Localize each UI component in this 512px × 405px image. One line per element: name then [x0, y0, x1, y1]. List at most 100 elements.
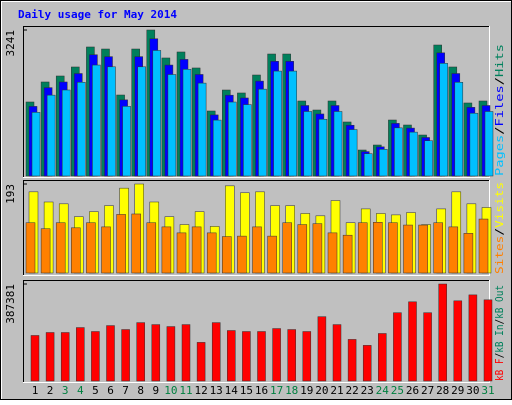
x-tick-label: 31: [481, 384, 494, 397]
x-tick-label: 17: [270, 384, 283, 397]
bar: [318, 118, 328, 177]
x-tick-label: 29: [451, 384, 464, 397]
x-tick-label: 22: [345, 384, 358, 397]
bar: [212, 119, 222, 177]
bar: [288, 70, 297, 177]
x-tick-label: 16: [255, 384, 268, 397]
bar: [167, 74, 177, 177]
x-tick-label: 30: [466, 384, 479, 397]
bar: [468, 294, 478, 382]
bar: [46, 94, 56, 177]
bar: [258, 88, 267, 177]
bar: [463, 233, 474, 274]
bar: [439, 63, 448, 177]
bar: [77, 82, 86, 177]
bar: [121, 329, 130, 382]
legend-entry: kB In: [493, 325, 506, 353]
bar: [86, 222, 96, 274]
bar: [166, 326, 176, 382]
x-tick-label: 27: [421, 384, 434, 397]
x-tick-label: 6: [107, 384, 114, 397]
legend-separator: /: [493, 228, 506, 236]
bar: [197, 82, 207, 177]
bar: [333, 111, 343, 177]
x-tick-label: 13: [210, 384, 223, 397]
bar: [101, 226, 111, 274]
bar: [433, 222, 443, 274]
x-tick-label: 28: [436, 384, 449, 397]
bar: [357, 222, 368, 274]
bar: [55, 222, 66, 274]
bar: [45, 332, 55, 382]
bar: [312, 223, 323, 274]
bar: [469, 112, 479, 177]
bar: [267, 235, 277, 274]
legend-entry: Hits: [493, 44, 506, 77]
bar: [60, 332, 70, 382]
legend-separator: /: [493, 127, 506, 135]
bar: [206, 232, 217, 274]
bar: [484, 111, 494, 177]
x-tick-label: 2: [47, 384, 54, 397]
bar: [332, 324, 342, 382]
bar: [342, 234, 353, 274]
bar: [237, 235, 247, 274]
x-tick-label: 14: [225, 384, 239, 397]
legend-separator: /: [493, 319, 506, 325]
bar: [30, 335, 40, 382]
x-tick-label: 8: [137, 384, 144, 397]
bar: [408, 301, 417, 382]
bar: [191, 226, 202, 274]
legend-entry: Pages: [493, 135, 506, 176]
x-tick-label: 25: [391, 384, 404, 397]
bar: [257, 331, 266, 382]
bar: [76, 327, 85, 382]
legend-entry: Sites: [493, 236, 506, 274]
bar: [146, 222, 157, 274]
bar: [176, 232, 187, 274]
bar: [388, 222, 398, 274]
bar: [273, 70, 282, 177]
bar: [272, 328, 281, 382]
bar: [393, 312, 402, 382]
bar: [151, 324, 161, 382]
bar: [423, 312, 432, 382]
bar: [483, 299, 493, 382]
bar: [418, 224, 428, 274]
bar: [31, 112, 41, 177]
legend-entry: Visits: [493, 182, 506, 228]
bar: [454, 82, 464, 177]
x-tick-label: 26: [406, 384, 419, 397]
bar: [252, 226, 262, 274]
bar: [40, 228, 51, 274]
x-tick-label: 18: [285, 384, 298, 397]
legend: kB F/kB In/kB Out: [493, 285, 506, 381]
bar: [196, 342, 206, 382]
legend-entry: kB F: [493, 358, 506, 381]
bar: [211, 322, 221, 382]
bar: [61, 89, 71, 177]
bar: [25, 222, 36, 274]
bar: [92, 64, 101, 177]
bar: [137, 66, 146, 177]
bar: [348, 129, 358, 177]
chart-title: Daily usage for May 2014: [18, 8, 177, 21]
bar: [403, 224, 413, 274]
y-tick-label: 3241: [4, 30, 17, 57]
legend-entry: Files: [493, 85, 506, 126]
bar: [302, 331, 312, 382]
x-tick-label: 20: [315, 384, 328, 397]
bar: [242, 331, 251, 382]
x-tick-label: 12: [194, 384, 207, 397]
x-tick-label: 10: [164, 384, 177, 397]
bar: [161, 226, 172, 274]
bar: [282, 222, 292, 274]
x-tick-label: 19: [300, 384, 313, 397]
bar: [122, 106, 131, 177]
bar: [478, 218, 489, 274]
x-tick-label: 9: [152, 384, 159, 397]
x-tick-label: 3: [62, 384, 69, 397]
bar: [243, 104, 252, 177]
bar: [287, 329, 296, 382]
